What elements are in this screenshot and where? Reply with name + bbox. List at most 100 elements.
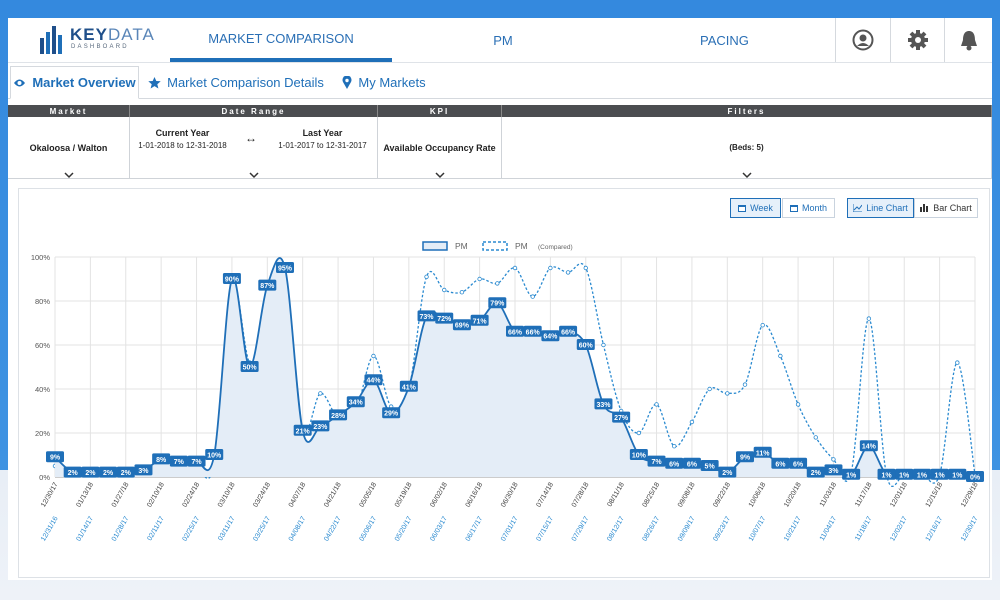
button-label: Month	[801, 203, 827, 213]
kpi-value[interactable]: Available Occupancy Rate	[378, 117, 502, 179]
point	[707, 386, 712, 392]
x-tick-label: 05/19/18	[394, 481, 414, 508]
date-range-cell[interactable]: Current Year 1-01-2018 to 12-31-2018 ↔ L…	[130, 117, 378, 179]
value-label-box	[736, 451, 754, 463]
tab-bar	[8, 62, 992, 99]
x-compared-label: 08/12/17	[606, 515, 626, 542]
legend-note: (Compared)	[538, 244, 573, 251]
x-compared-label: 07/29/17	[571, 515, 591, 542]
value-label: 2%	[811, 470, 822, 477]
value-label-box	[859, 440, 878, 452]
chevron[interactable]	[435, 166, 445, 184]
logo-icon	[40, 26, 62, 54]
value-label: 2%	[121, 470, 132, 477]
value-label: 21%	[296, 428, 311, 435]
x-compared-label: 09/09/17	[677, 515, 697, 542]
value-label-box	[81, 466, 100, 478]
value-label: 69%	[455, 323, 470, 330]
filter-header: Market	[8, 105, 130, 117]
x-tick-label: 06/02/18	[429, 481, 449, 508]
value-label-box	[682, 457, 701, 469]
value-label-box	[523, 325, 542, 337]
value-label-box	[506, 325, 524, 337]
area	[55, 258, 975, 477]
point	[512, 265, 518, 271]
tab[interactable]: My Markets	[334, 66, 434, 99]
point	[495, 281, 500, 286]
logo-light: DATA	[107, 25, 155, 44]
value-label: 6%	[669, 461, 680, 468]
tab[interactable]: Market Overview	[10, 66, 139, 99]
button-label: Bar Chart	[933, 203, 972, 213]
logo-text: KEYDATA	[70, 25, 155, 45]
nav-item[interactable]: PM	[493, 32, 513, 48]
value-label-box	[700, 460, 719, 471]
value-label-box	[470, 314, 489, 326]
point	[813, 435, 818, 440]
value-label: 8%	[156, 457, 167, 464]
legend-label: PM	[455, 241, 468, 251]
filter-value[interactable]: (Beds: 5)	[502, 117, 992, 179]
value-label-box	[205, 449, 224, 460]
value-label-box	[895, 468, 914, 480]
x-compared-label: 03/25/17	[252, 515, 272, 542]
value-label: 1%	[917, 472, 928, 479]
value-label: 3%	[828, 468, 839, 475]
x-tick-label: 07/14/18	[535, 481, 555, 508]
value-label: 23%	[313, 424, 328, 431]
value-label-box	[134, 464, 153, 476]
x-compared-label: 06/03/17	[429, 515, 449, 542]
tab-label: Market Overview	[32, 75, 136, 90]
point	[760, 323, 765, 328]
compared-label: Last Year	[302, 128, 343, 138]
toolbar-button[interactable]: Bar Chart	[914, 198, 978, 218]
value-label-box	[930, 468, 949, 480]
value-label-box	[258, 279, 277, 291]
x-tick-label: 11/17/18	[854, 481, 873, 508]
notifications-button[interactable]	[944, 18, 992, 62]
value-label: 6%	[793, 461, 804, 468]
value-label-box	[417, 310, 436, 322]
chevron[interactable]	[742, 166, 752, 184]
point	[371, 353, 376, 359]
market-value[interactable]: Okaloosa / Walton	[8, 117, 130, 179]
value-label: 6%	[687, 461, 698, 468]
nav-item[interactable]: PACING	[700, 32, 749, 48]
x-compared-label: 03/11/17	[217, 515, 236, 542]
value-label: 50%	[243, 365, 258, 372]
x-tick-label: 05/05/18	[359, 481, 379, 508]
x-compared-label: 01/14/17	[75, 515, 95, 542]
value-label-box	[187, 455, 206, 467]
toolbar-button[interactable]: Line Chart	[847, 198, 914, 218]
toolbar-button[interactable]: Week	[730, 198, 781, 218]
legend-swatch	[422, 241, 448, 251]
point	[530, 294, 535, 299]
x-compared-label: 09/23/17	[712, 515, 732, 542]
user-button[interactable]	[835, 18, 890, 62]
user-icon	[852, 29, 874, 51]
nav-item[interactable]: MARKET COMPARISON	[170, 18, 392, 62]
chevron[interactable]	[64, 166, 74, 184]
y-tick-label: 80%	[35, 297, 50, 306]
value-label-box	[488, 297, 507, 309]
point	[477, 276, 482, 282]
tab-label: Market Comparison Details	[167, 75, 324, 90]
value-label-box	[46, 451, 64, 463]
point	[831, 457, 836, 462]
value-label-box	[665, 457, 684, 469]
tab[interactable]: Market Comparison Details	[146, 66, 326, 99]
value-label: 11%	[756, 450, 770, 457]
chevron[interactable]	[249, 166, 259, 184]
x-tick-label: 11/03/18	[819, 481, 838, 508]
toolbar-button[interactable]: Month	[782, 198, 835, 218]
value-label-box	[948, 468, 967, 480]
point	[742, 382, 748, 387]
x-compared-label: 10/07/17	[748, 515, 768, 542]
value-label-box	[346, 396, 365, 408]
value-label: 95%	[278, 266, 293, 273]
current-label: Current Year	[155, 128, 210, 138]
x-compared-label: 12/31/16	[40, 515, 60, 542]
value-label: 27%	[614, 415, 629, 422]
settings-button[interactable]	[890, 18, 945, 62]
